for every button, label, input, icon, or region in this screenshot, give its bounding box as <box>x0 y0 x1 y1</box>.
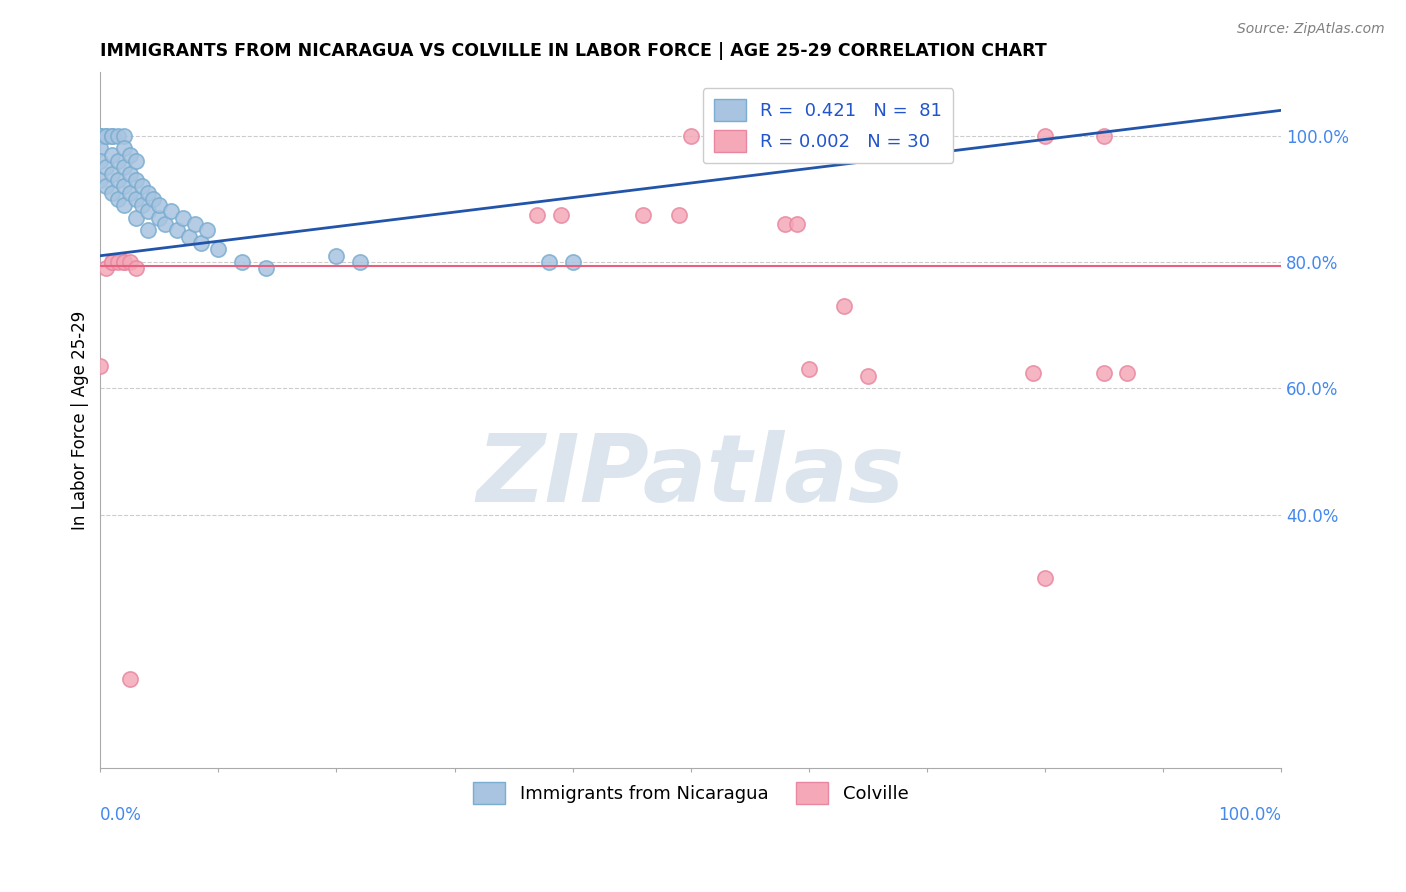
Point <box>668 208 690 222</box>
Point <box>184 217 207 231</box>
Point <box>118 672 141 686</box>
Point <box>773 217 796 231</box>
Point <box>101 128 124 143</box>
Point <box>125 192 148 206</box>
Point <box>136 186 159 200</box>
Point <box>101 255 124 269</box>
Point <box>118 167 141 181</box>
Point <box>89 359 111 374</box>
Point <box>166 223 188 237</box>
Point <box>1033 128 1056 143</box>
Point <box>1116 366 1139 380</box>
Point <box>526 208 548 222</box>
Point <box>96 128 118 143</box>
Point <box>142 192 165 206</box>
Point <box>96 179 118 194</box>
Point <box>1092 366 1115 380</box>
Point <box>112 255 135 269</box>
Point <box>89 153 111 168</box>
Point <box>96 160 118 174</box>
Point <box>96 261 118 276</box>
Point <box>550 208 572 222</box>
Point <box>101 147 124 161</box>
Point <box>112 198 135 212</box>
Point <box>112 128 135 143</box>
Text: ZIPatlas: ZIPatlas <box>477 430 904 522</box>
Point <box>125 173 148 187</box>
Point <box>112 255 135 269</box>
Point <box>118 147 141 161</box>
Text: IMMIGRANTS FROM NICARAGUA VS COLVILLE IN LABOR FORCE | AGE 25-29 CORRELATION CHA: IMMIGRANTS FROM NICARAGUA VS COLVILLE IN… <box>100 42 1047 60</box>
Point <box>190 236 212 251</box>
Point <box>125 211 148 225</box>
Point <box>148 198 170 212</box>
Text: 0.0%: 0.0% <box>100 806 142 824</box>
Point <box>797 362 820 376</box>
Point <box>125 261 148 276</box>
Point <box>136 204 159 219</box>
Y-axis label: In Labor Force | Age 25-29: In Labor Force | Age 25-29 <box>72 310 89 530</box>
Point <box>131 179 153 194</box>
Point <box>107 153 129 168</box>
Point <box>1022 366 1045 380</box>
Point <box>131 198 153 212</box>
Point <box>1033 571 1056 585</box>
Point <box>349 255 371 269</box>
Point <box>195 223 218 237</box>
Point <box>107 255 129 269</box>
Point <box>160 204 183 219</box>
Point <box>107 173 129 187</box>
Point <box>561 255 583 269</box>
Point <box>148 211 170 225</box>
Point <box>786 217 808 231</box>
Point <box>89 141 111 155</box>
Point <box>96 128 118 143</box>
Point <box>537 255 560 269</box>
Point <box>633 208 655 222</box>
Point <box>89 128 111 143</box>
Point <box>112 160 135 174</box>
Point <box>112 179 135 194</box>
Point <box>679 128 702 143</box>
Text: Source: ZipAtlas.com: Source: ZipAtlas.com <box>1237 22 1385 37</box>
Point <box>112 141 135 155</box>
Point <box>172 211 194 225</box>
Text: 100.0%: 100.0% <box>1218 806 1281 824</box>
Point <box>832 299 855 313</box>
Point <box>136 223 159 237</box>
Point <box>89 128 111 143</box>
Point <box>125 153 148 168</box>
Point <box>231 255 253 269</box>
Point <box>118 186 141 200</box>
Point <box>207 243 229 257</box>
Point <box>101 128 124 143</box>
Point <box>107 192 129 206</box>
Point <box>89 173 111 187</box>
Point <box>101 186 124 200</box>
Point <box>325 249 347 263</box>
Point <box>254 261 277 276</box>
Point <box>727 128 749 143</box>
Point <box>1092 128 1115 143</box>
Point <box>101 167 124 181</box>
Point <box>155 217 177 231</box>
Point <box>856 368 879 383</box>
Point <box>118 255 141 269</box>
Legend: Immigrants from Nicaragua, Colville: Immigrants from Nicaragua, Colville <box>465 774 915 811</box>
Point <box>107 128 129 143</box>
Point <box>89 128 111 143</box>
Point <box>177 229 200 244</box>
Point <box>101 255 124 269</box>
